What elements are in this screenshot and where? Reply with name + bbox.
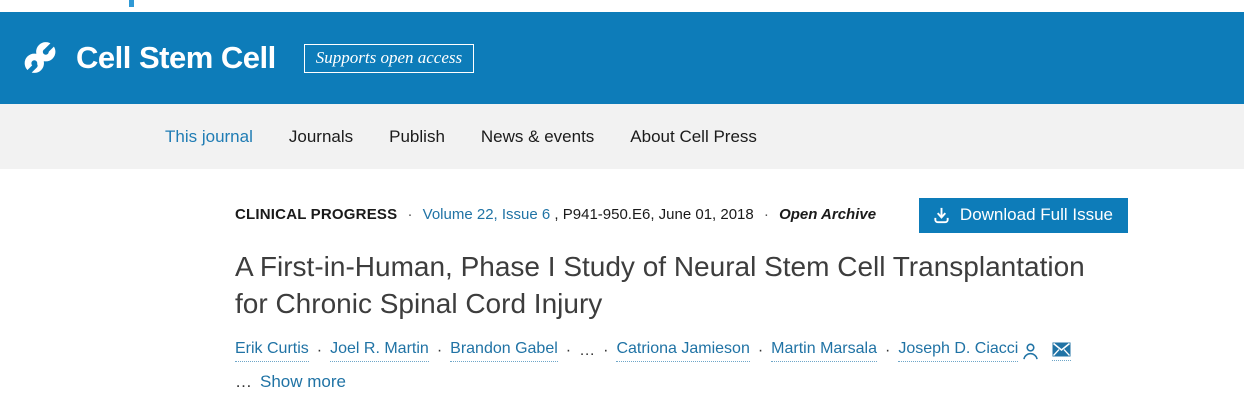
open-access-badge: Supports open access [303,43,475,73]
article-meta: CLINICAL PROGRESS · Volume 22, Issue 6 ,… [235,198,876,223]
meta-separator: · [763,206,769,223]
show-more-ellipsis: … [235,372,252,392]
nav-item-this-journal[interactable]: This journal [165,126,253,146]
author-link[interactable]: Erik Curtis [235,340,309,363]
email-icon[interactable] [1052,342,1072,361]
journal-brand-title[interactable]: Cell Stem Cell [76,40,276,75]
brand-link[interactable]: Cell Stem Cell [20,37,276,79]
open-archive-label: Open Archive [779,206,877,223]
article-category: CLINICAL PROGRESS [235,206,398,223]
author-link[interactable]: Brandon Gabel [450,340,558,363]
nav-item-journals[interactable]: Journals [288,126,354,146]
author-separator: · [565,342,572,360]
author-separator: · [884,342,891,360]
top-tick [129,0,134,7]
author-link[interactable]: Joseph D. Ciacci [898,340,1019,363]
author-link[interactable]: Joel R. Martin [330,340,429,363]
author-link[interactable]: Martin Marsala [771,340,877,363]
download-full-issue-button[interactable]: Download Full Issue [918,198,1128,233]
main-nav: This journal Journals Publish News & eve… [0,104,1244,169]
issue-details: , P941-950.E6, June 01, 2018 [554,206,754,223]
show-more-row: … Show more [235,372,1244,392]
meta-row: CLINICAL PROGRESS · Volume 22, Issue 6 ,… [235,198,1128,233]
article-header-section: CLINICAL PROGRESS · Volume 22, Issue 6 ,… [0,169,1244,392]
download-icon [932,206,951,225]
authors-ellipsis[interactable]: … [579,342,596,360]
issue-link[interactable]: Volume 22, Issue 6 [422,206,551,223]
authors-row: Erik Curtis · Joel R. Martin · Brandon G… [235,340,1155,363]
author-profile-icon[interactable] [1021,342,1040,361]
site-header: Cell Stem Cell Supports open access [0,12,1244,104]
author-link[interactable]: Catriona Jamieson [616,340,750,363]
show-more-link[interactable]: Show more [260,372,346,392]
meta-separator: · [407,206,413,223]
top-strip [0,0,1244,12]
article-title: A First-in-Human, Phase I Study of Neura… [235,251,1085,320]
author-separator: · [603,342,609,360]
cell-press-logo-icon [20,37,62,79]
download-button-label: Download Full Issue [959,205,1113,224]
author-separator: · [436,342,443,360]
nav-item-news-events[interactable]: News & events [480,126,595,146]
author-separator: · [316,342,323,360]
nav-item-about-cell-press[interactable]: About Cell Press [630,126,757,146]
nav-item-publish[interactable]: Publish [389,126,445,146]
author-separator: · [757,342,764,360]
